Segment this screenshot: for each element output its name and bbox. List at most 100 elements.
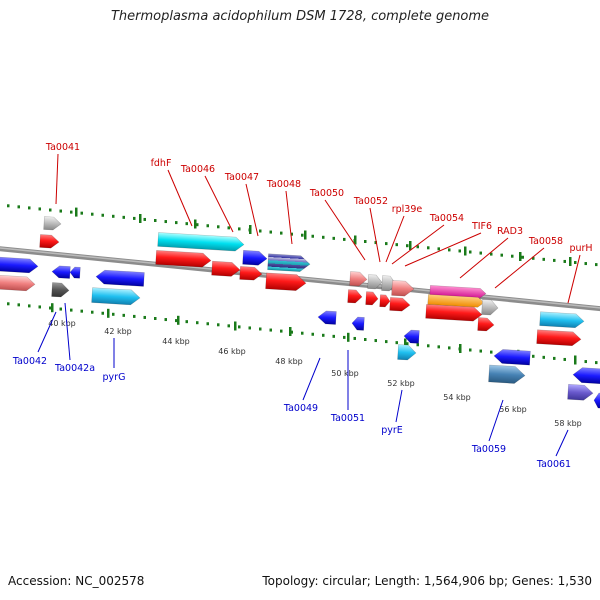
gene-arrow[interactable] <box>567 384 594 401</box>
gene-arrow[interactable] <box>51 282 70 298</box>
gene-arrow[interactable] <box>349 271 368 287</box>
gene-arrow[interactable] <box>43 216 62 231</box>
gene-arrow[interactable] <box>39 234 60 249</box>
lower-minor-tick <box>17 303 20 307</box>
lower-minor-tick <box>101 311 104 315</box>
upper-minor-tick <box>542 257 545 261</box>
callout-line <box>395 389 403 423</box>
lower-minor-tick <box>290 330 293 334</box>
gene-label-ta0042a[interactable]: Ta0042a <box>54 363 95 374</box>
genome-backbone <box>0 241 600 312</box>
lower-major-tick <box>404 338 407 348</box>
gene-label-fdhf[interactable]: fdhF <box>151 158 172 169</box>
upper-minor-tick <box>280 231 283 235</box>
upper-minor-tick <box>437 247 440 251</box>
scale-label: 54 kbp <box>443 393 471 402</box>
lower-major-tick <box>177 315 180 325</box>
callout-line <box>385 215 405 263</box>
gene-arrow[interactable] <box>572 367 600 385</box>
upper-minor-tick <box>521 255 524 259</box>
gene-label-ta0054[interactable]: Ta0054 <box>429 213 464 224</box>
gene-arrow[interactable] <box>211 260 241 277</box>
upper-minor-tick <box>374 241 377 245</box>
gene-label-ta0041[interactable]: Ta0041 <box>45 142 80 153</box>
gene-arrow[interactable] <box>351 316 365 331</box>
lower-minor-tick <box>374 339 377 343</box>
upper-minor-tick <box>311 234 314 238</box>
gene-arrow[interactable] <box>0 274 36 292</box>
gene-arrow[interactable] <box>265 272 307 291</box>
gene-label-ta0048[interactable]: Ta0048 <box>266 179 301 190</box>
gene-arrow[interactable] <box>493 349 531 366</box>
lower-major-tick <box>459 344 462 353</box>
gene-label-rad3[interactable]: RAD3 <box>497 226 523 237</box>
lower-minor-tick <box>532 354 535 358</box>
gene-arrow[interactable] <box>317 310 337 325</box>
gene-arrow[interactable] <box>347 289 363 304</box>
gene-arrow[interactable] <box>488 364 526 384</box>
upper-major-tick <box>569 257 572 266</box>
gene-arrow[interactable] <box>397 344 417 361</box>
gene-label-ta0042[interactable]: Ta0042 <box>12 356 47 367</box>
gene-arrow[interactable] <box>155 250 212 268</box>
gene-arrow[interactable] <box>539 311 585 329</box>
lower-minor-tick <box>269 328 272 332</box>
gene-label-ta0050[interactable]: Ta0050 <box>309 188 344 199</box>
gene-arrow[interactable] <box>267 253 311 272</box>
gene-arrow[interactable] <box>425 304 483 322</box>
gene-label-rpl39e[interactable]: rpl39e <box>392 204 423 215</box>
gene-arrow[interactable] <box>69 266 81 279</box>
gene-label-ta0047[interactable]: Ta0047 <box>224 172 259 183</box>
gene-arrow[interactable] <box>91 287 141 306</box>
gene-arrow[interactable] <box>379 294 391 308</box>
gene-arrow[interactable] <box>429 285 487 299</box>
lower-minor-tick <box>322 333 325 337</box>
gene-arrow[interactable] <box>157 232 245 252</box>
gene-arrow[interactable] <box>427 294 485 308</box>
upper-minor-tick <box>101 213 104 217</box>
gene-label-ta0052[interactable]: Ta0052 <box>353 196 388 207</box>
gene-label-ta0046[interactable]: Ta0046 <box>180 164 215 175</box>
gene-label-tif6[interactable]: TIF6 <box>471 221 492 232</box>
gene-label-ta0059[interactable]: Ta0059 <box>471 444 506 455</box>
gene-label-ta0049[interactable]: Ta0049 <box>283 403 318 414</box>
gene-arrow[interactable] <box>536 329 582 347</box>
lower-minor-tick <box>227 324 230 328</box>
gene-arrow[interactable] <box>391 280 415 297</box>
gene-arrow[interactable] <box>477 317 495 332</box>
upper-minor-tick <box>406 244 409 248</box>
gene-label-pyrg[interactable]: pyrG <box>103 372 126 383</box>
gene-arrow[interactable] <box>389 297 411 312</box>
callout-line <box>391 224 445 265</box>
lower-minor-tick <box>416 343 419 347</box>
gene-arrow[interactable] <box>242 250 268 266</box>
gene-arrow[interactable] <box>239 266 263 281</box>
gene-arrow[interactable] <box>367 274 383 290</box>
lower-minor-tick <box>185 320 188 324</box>
gene-arrow[interactable] <box>403 329 420 344</box>
lower-minor-tick <box>301 331 304 335</box>
upper-major-tick <box>519 252 522 261</box>
gene-arrow[interactable] <box>0 256 39 274</box>
upper-minor-tick <box>227 226 230 230</box>
upper-minor-tick <box>301 233 304 237</box>
gene-callouts: Ta0041 fdhF Ta0046 Ta0047 Ta0048 Ta0050 Ta0052… <box>12 142 593 470</box>
upper-minor-tick <box>427 246 430 250</box>
upper-minor-tick <box>563 259 566 263</box>
callout-line <box>302 357 321 401</box>
gene-label-purh[interactable]: purH <box>569 243 592 254</box>
gene-label-pyre[interactable]: pyrE <box>381 425 403 436</box>
gene-label-ta0058[interactable]: Ta0058 <box>528 236 563 247</box>
gene-arrow[interactable] <box>481 299 499 316</box>
gene-arrow[interactable] <box>365 291 379 306</box>
callout-line <box>494 247 545 289</box>
lower-minor-tick <box>469 348 472 352</box>
gene-arrow[interactable] <box>593 392 600 409</box>
gene-label-ta0051[interactable]: Ta0051 <box>330 413 365 424</box>
gene-arrow[interactable] <box>51 265 71 279</box>
gene-label-ta0061[interactable]: Ta0061 <box>536 459 571 470</box>
lower-minor-tick <box>133 314 136 318</box>
lower-minor-tick <box>343 335 346 339</box>
gene-arrow[interactable] <box>95 269 145 287</box>
lower-major-tick <box>234 321 237 331</box>
